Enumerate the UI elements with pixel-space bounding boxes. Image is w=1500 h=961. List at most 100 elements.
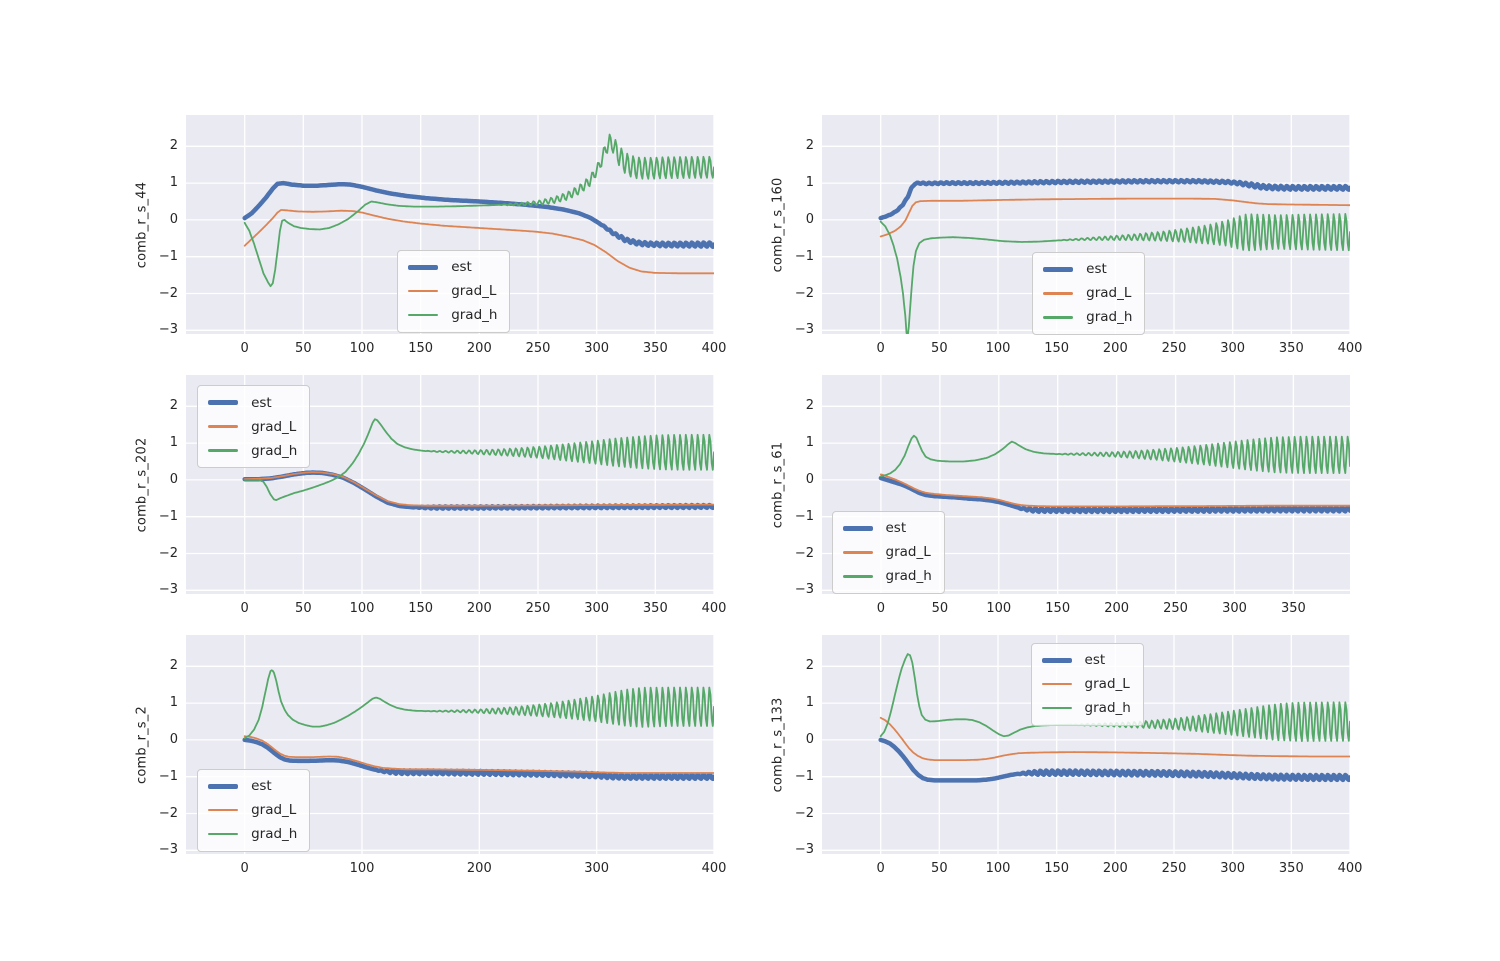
y-tick-labels: −3 −2 −1 0 1 2 bbox=[774, 635, 814, 857]
series-line-grad_L bbox=[243, 209, 714, 275]
legend-label-grad_L: grad_L bbox=[251, 802, 297, 819]
legend-item-grad_h: grad_h bbox=[1043, 308, 1132, 327]
y-tick-label: −1 bbox=[794, 248, 814, 264]
y-tick-labels: −3 −2 −1 0 1 2 bbox=[138, 635, 178, 857]
x-tick-label: 400 bbox=[701, 601, 727, 616]
legend-swatch-grad_L bbox=[208, 808, 239, 812]
legend-swatch-grad_h bbox=[1043, 316, 1074, 319]
y-tick-label: 2 bbox=[169, 658, 178, 674]
x-tick-label: 350 bbox=[642, 341, 668, 356]
series-line-est bbox=[878, 177, 1350, 221]
x-tick-label: 350 bbox=[1278, 341, 1304, 356]
y-tick-label: 1 bbox=[169, 435, 178, 451]
legend-swatch-est bbox=[208, 783, 239, 789]
x-tick-label: 200 bbox=[1102, 341, 1128, 356]
legend-item-grad_L: grad_L bbox=[842, 543, 932, 562]
y-tick-labels: −3 −2 −1 0 1 2 bbox=[138, 375, 178, 597]
x-tick-label: 400 bbox=[1337, 861, 1363, 876]
legend-label-est: est bbox=[1086, 261, 1107, 278]
x-tick-label: 250 bbox=[525, 341, 551, 356]
y-tick-labels: −3 −2 −1 0 1 2 bbox=[138, 115, 178, 337]
legend-swatch-grad_h bbox=[208, 832, 239, 836]
y-tick-label: 2 bbox=[805, 658, 814, 674]
legend-item-grad_L: grad_L bbox=[1041, 675, 1131, 694]
x-tick-label: 100 bbox=[349, 861, 375, 876]
y-tick-label: 2 bbox=[805, 398, 814, 414]
legend-swatch-grad_h bbox=[1041, 706, 1072, 710]
legend-item-est: est bbox=[1041, 651, 1131, 670]
x-tick-label: 400 bbox=[1337, 341, 1363, 356]
series-line-est bbox=[878, 475, 1350, 515]
x-tick-labels: 0 50 100 150 200 250 300 350 400 bbox=[186, 340, 727, 360]
x-tick-labels: 0 50 100 150 200 250 300 350 bbox=[822, 600, 1350, 620]
y-tick-labels: −3 −2 −1 0 1 2 bbox=[774, 115, 814, 337]
legend-swatch-grad_L bbox=[1041, 682, 1072, 686]
legend-swatch-est bbox=[208, 400, 239, 406]
y-tick-label: −1 bbox=[158, 248, 178, 264]
legend-swatch-est bbox=[1041, 657, 1072, 663]
y-tick-label: −1 bbox=[158, 768, 178, 784]
legend-swatch-grad_L bbox=[408, 289, 439, 293]
x-tick-label: 50 bbox=[931, 861, 948, 876]
x-tick-label: 0 bbox=[876, 861, 885, 876]
legend-swatch-est bbox=[1043, 266, 1074, 272]
x-tick-label: 100 bbox=[985, 341, 1011, 356]
y-tick-label: −3 bbox=[158, 582, 178, 598]
legend-swatch-grad_L bbox=[842, 551, 873, 554]
x-tick-label: 100 bbox=[349, 601, 375, 616]
subplot-comb-r-s-160: comb_r_s_160 −3 −2 −1 0 1 2 0 50 100 150 200 250 30… bbox=[771, 115, 1362, 356]
subplot-comb-r-s-2: comb_r_s_2 −3 −2 −1 0 1 2 0 100 200 300 400 est gr… bbox=[135, 635, 726, 876]
y-tick-label: −2 bbox=[794, 285, 814, 301]
x-tick-label: 50 bbox=[295, 341, 312, 356]
x-tick-label: 250 bbox=[525, 601, 551, 616]
y-tick-label: −3 bbox=[794, 322, 814, 338]
legend-label-grad_h: grad_h bbox=[1084, 700, 1131, 717]
legend-item-est: est bbox=[842, 519, 932, 538]
legend-label-grad_L: grad_L bbox=[451, 283, 497, 300]
subplot-comb-r-s-44: comb_r_s_44 −3 −2 −1 0 1 2 0 50 100 150 200 250 300… bbox=[135, 115, 726, 356]
x-tick-label: 150 bbox=[408, 601, 434, 616]
y-tick-label: −2 bbox=[158, 545, 178, 561]
y-tick-label: −3 bbox=[158, 842, 178, 858]
legend-item-est: est bbox=[408, 258, 497, 277]
y-tick-label: −2 bbox=[158, 805, 178, 821]
series-line-est bbox=[242, 737, 714, 782]
y-tick-label: 0 bbox=[169, 211, 178, 227]
legend-label-est: est bbox=[451, 259, 472, 276]
legend-label-grad_L: grad_L bbox=[885, 544, 931, 561]
legend-label-grad_h: grad_h bbox=[251, 442, 298, 459]
legend-label-est: est bbox=[251, 394, 272, 411]
x-tick-label: 50 bbox=[295, 601, 312, 616]
series-line-est bbox=[878, 737, 1350, 783]
legend-box: est grad_L grad_h bbox=[397, 249, 511, 333]
legend-swatch-est bbox=[842, 525, 873, 531]
x-tick-label: 0 bbox=[876, 601, 886, 616]
x-tick-labels: 0 50 100 150 200 250 300 350 400 bbox=[822, 860, 1363, 880]
x-tick-label: 400 bbox=[701, 861, 727, 876]
series-line-grad_h bbox=[243, 669, 714, 739]
y-tick-label: 1 bbox=[169, 695, 178, 711]
x-tick-label: 250 bbox=[1161, 341, 1187, 356]
y-tick-label: 0 bbox=[805, 211, 814, 227]
legend-item-grad_L: grad_L bbox=[408, 282, 497, 301]
y-tick-label: −1 bbox=[794, 768, 814, 784]
legend-swatch-grad_h bbox=[408, 313, 439, 317]
legend-box: est grad_L grad_h bbox=[1030, 642, 1144, 726]
x-tick-label: 350 bbox=[642, 601, 668, 616]
x-tick-label: 300 bbox=[584, 341, 610, 356]
x-tick-label: 0 bbox=[876, 341, 885, 356]
y-tick-label: 0 bbox=[805, 731, 814, 747]
legend-swatch-grad_h bbox=[842, 575, 873, 578]
legend-item-est: est bbox=[208, 393, 297, 412]
legend-swatch-grad_L bbox=[1043, 292, 1074, 295]
x-tick-label: 150 bbox=[1044, 861, 1070, 876]
x-tick-label: 300 bbox=[584, 601, 610, 616]
x-tick-label: 200 bbox=[1104, 601, 1130, 616]
y-tick-label: −3 bbox=[794, 842, 814, 858]
legend-item-grad_h: grad_h bbox=[208, 441, 297, 460]
y-tick-label: −3 bbox=[794, 582, 814, 598]
y-tick-labels: −3 −2 −1 0 1 2 bbox=[774, 375, 814, 597]
x-tick-label: 100 bbox=[985, 861, 1011, 876]
x-tick-label: 150 bbox=[1044, 341, 1070, 356]
